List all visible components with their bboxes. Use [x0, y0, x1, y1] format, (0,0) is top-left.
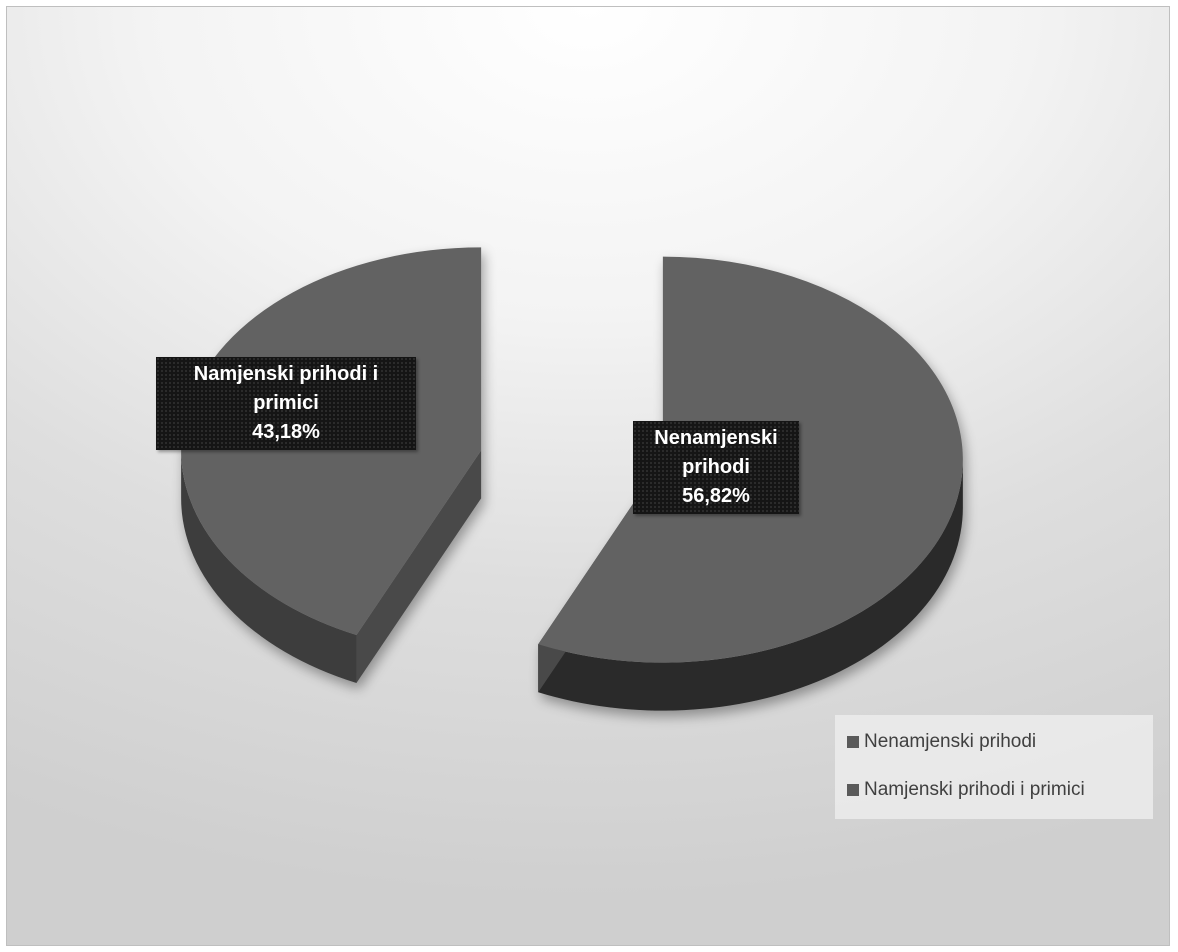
slice-namjenski-side	[181, 450, 357, 684]
data-label-namjenski-line2: primici	[253, 392, 319, 414]
data-label-namjenski: Namjenski prihodi i primici 43,18%	[156, 357, 416, 450]
legend-label-namjenski: Namjenski prihodi i primici	[864, 779, 1085, 800]
data-label-nenamjenski: Nenamjenski prihodi 56,82%	[633, 421, 799, 514]
data-label-nenamjenski-value: 56,82%	[682, 485, 750, 507]
data-label-namjenski-value: 43,18%	[252, 421, 320, 443]
legend-item-namjenski: Namjenski prihodi i primici	[847, 779, 1153, 801]
data-label-namjenski-line1: Namjenski prihodi i	[193, 363, 379, 385]
slice-namjenski-cut-face	[356, 450, 482, 684]
legend-label-nenamjenski: Nenamjenski prihodi	[864, 731, 1037, 752]
legend-swatch-namjenski	[847, 784, 859, 796]
slice-namjenski	[181, 247, 482, 684]
data-label-nenamjenski-line2: prihodi	[682, 456, 750, 478]
legend-swatch-nenamjenski	[847, 736, 859, 748]
slice-nenamjenski-side	[538, 459, 963, 711]
legend-item-nenamjenski: Nenamjenski prihodi	[847, 731, 1153, 753]
data-label-nenamjenski-line1: Nenamjenski	[654, 427, 778, 449]
chart-area: Namjenski prihodi i primici 43,18% Nenam…	[6, 6, 1170, 946]
legend: Nenamjenski prihodi Namjenski prihodi i …	[835, 715, 1153, 819]
